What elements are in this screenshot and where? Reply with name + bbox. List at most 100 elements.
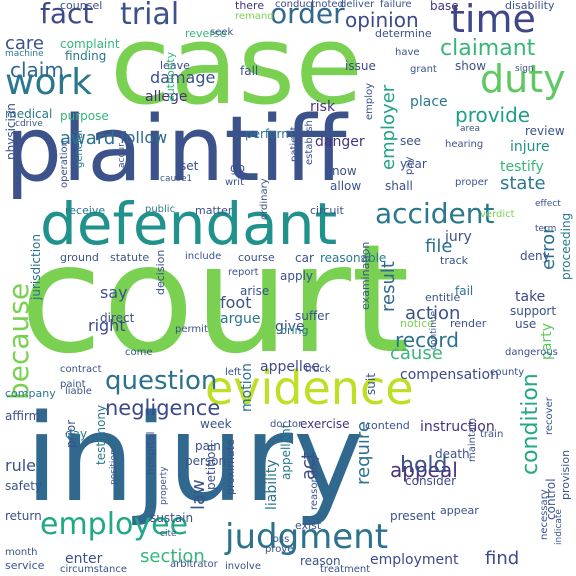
cloud-word: course — [238, 251, 275, 264]
cloud-word: reverse — [185, 27, 227, 40]
cloud-word: reason — [300, 554, 341, 568]
cloud-word: question — [105, 366, 218, 396]
cloud-word: condition — [518, 373, 543, 475]
cloud-word: jurisdiction — [29, 234, 43, 300]
cloud-word: machine — [5, 49, 44, 59]
cloud-word: state — [500, 173, 546, 194]
cloud-word: maintain — [467, 417, 478, 462]
cloud-word: employer — [378, 84, 399, 170]
cloud-word: exist — [295, 519, 322, 532]
cloud-word: leave — [160, 59, 190, 72]
cloud-word: claim — [10, 58, 64, 82]
cloud-word: verdict — [480, 209, 515, 220]
cloud-word: service — [5, 559, 45, 572]
cloud-word: entitle — [425, 291, 461, 304]
cloud-word: indicate — [554, 509, 564, 545]
cloud-word: treatment — [320, 564, 371, 575]
cloud-word: involve — [225, 561, 262, 572]
cloud-word: failure — [380, 0, 412, 10]
cloud-word: report — [228, 267, 259, 278]
cloud-word: because — [2, 282, 35, 400]
cloud-word: year — [400, 157, 427, 171]
cloud-word: record — [395, 328, 459, 352]
cloud-word: take — [515, 289, 546, 305]
cloud-word: injury — [25, 390, 365, 529]
cloud-word: plaintiff — [5, 97, 347, 202]
cloud-word: proper — [455, 177, 488, 188]
cloud-word: statute — [110, 251, 150, 264]
cloud-word: complaint — [60, 37, 120, 51]
cloud-word: right — [88, 316, 126, 335]
cloud-word: judgment — [225, 517, 389, 557]
cloud-word: appellee — [260, 359, 320, 375]
cloud-word: allow — [330, 179, 362, 193]
cloud-word: deny — [520, 249, 550, 263]
cloud-word: authority — [164, 51, 177, 102]
cloud-word: death — [435, 447, 470, 461]
cloud-word: seek — [210, 27, 234, 38]
cloud-word: sign — [515, 64, 534, 74]
cloud-word: proceeding — [559, 212, 573, 280]
cloud-word: hearing — [445, 139, 484, 150]
cloud-word: necessary — [539, 489, 550, 540]
cloud-word: paint — [60, 379, 86, 390]
cloud-word: left — [225, 367, 242, 378]
cloud-word: contend — [365, 419, 410, 432]
cloud-word: testify — [500, 159, 544, 175]
cloud-word: train — [480, 429, 504, 440]
cloud-word: writ — [225, 177, 244, 188]
cloud-word: review — [525, 124, 565, 138]
cloud-word: arise — [240, 284, 270, 298]
cloud-word: track — [440, 254, 468, 267]
cloud-word: medical — [5, 107, 53, 121]
cloud-word: present — [390, 509, 436, 523]
cloud-word: counsel — [60, 0, 103, 12]
cloud-word: disability — [505, 0, 555, 12]
cloud-word: county — [490, 367, 525, 378]
cloud-word: case — [110, 1, 363, 129]
cloud-word: accur — [117, 143, 127, 168]
cloud-word: place — [410, 94, 448, 110]
cloud-word: hospital — [144, 431, 157, 475]
cloud-word: care — [5, 33, 45, 54]
cloud-word: render — [450, 317, 487, 330]
cloud-word: enter — [65, 551, 103, 567]
cloud-word: cause1 — [160, 174, 193, 184]
cloud-word: shall — [385, 179, 413, 193]
cloud-word: continue — [429, 310, 439, 350]
cloud-word: public — [145, 204, 176, 215]
cloud-word: company — [5, 387, 56, 400]
cloud-word: month — [5, 547, 38, 558]
cloud-word: effect — [535, 199, 561, 209]
cloud-word: appear — [440, 504, 479, 517]
cloud-word: see — [400, 134, 422, 148]
cloud-word: petition — [204, 443, 218, 490]
cloud-word: risk — [310, 99, 336, 115]
cloud-word: liability — [264, 459, 280, 510]
cloud-word: finding — [65, 49, 107, 63]
cloud-word: know — [325, 164, 357, 178]
cloud-word: set — [180, 159, 199, 173]
cloud-word: hold — [400, 453, 448, 478]
cloud-word: court — [20, 213, 410, 387]
cloud-word: order — [270, 0, 345, 30]
cloud-word: consider — [405, 474, 457, 488]
cloud-word: circumstance — [60, 564, 127, 575]
cloud-word: purpose — [60, 109, 109, 123]
cloud-word: proximate — [224, 439, 237, 495]
cloud-word: car — [295, 251, 314, 265]
cloud-word: there — [235, 0, 265, 12]
cloud-word: notice — [400, 317, 434, 330]
cloud-word: truck — [305, 364, 331, 375]
cloud-word: compensation — [400, 367, 499, 383]
cloud-word: receive — [65, 204, 106, 217]
cloud-word: direct — [100, 311, 135, 325]
cloud-word: section — [140, 546, 205, 567]
cloud-word: say — [100, 283, 128, 302]
cloud-word: have — [395, 47, 420, 58]
cloud-word: issue — [345, 59, 376, 73]
cloud-word: person — [185, 454, 227, 468]
cloud-word: rule — [5, 456, 37, 475]
cloud-word: provide — [455, 103, 531, 127]
